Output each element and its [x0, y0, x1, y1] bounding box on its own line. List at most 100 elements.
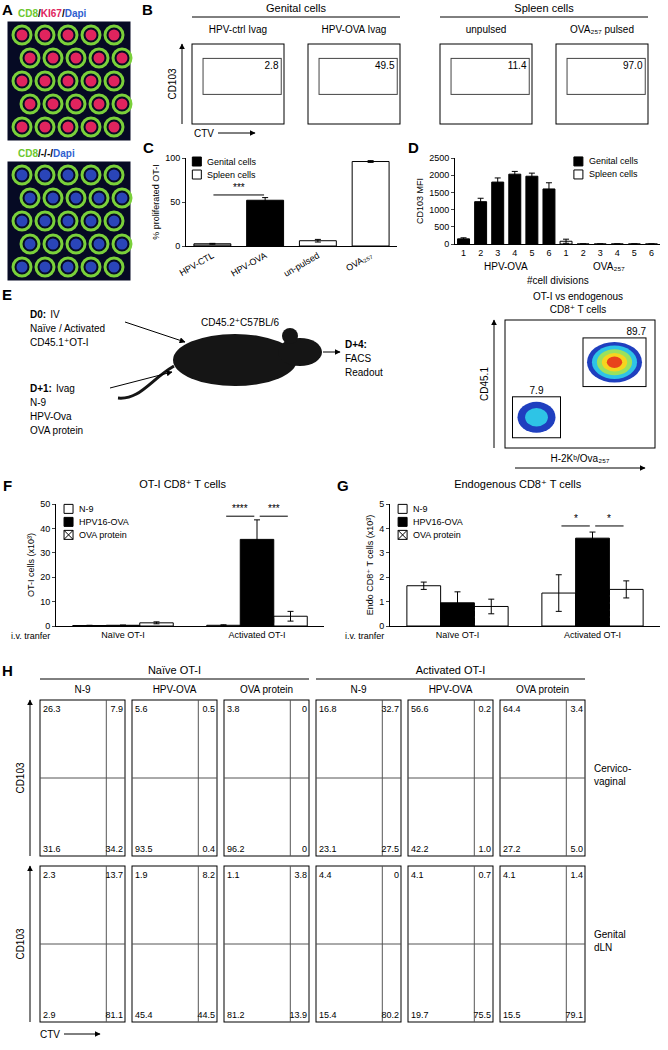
svg-text:HPV-Ova: HPV-Ova [30, 411, 72, 422]
svg-text:1.4: 1.4 [570, 870, 583, 880]
svg-text:0.4: 0.4 [202, 844, 215, 854]
svg-text:100: 100 [165, 153, 180, 163]
svg-text:3: 3 [598, 248, 603, 258]
svg-text:50: 50 [40, 499, 50, 509]
svg-text:A: A [2, 1, 13, 18]
svg-text:CD103: CD103 [15, 928, 26, 960]
svg-text:/: / [38, 8, 41, 19]
svg-text:N-9: N-9 [79, 504, 94, 514]
svg-text:D: D [408, 139, 419, 156]
svg-text:5: 5 [529, 248, 534, 258]
svg-text:2000: 2000 [429, 170, 449, 180]
svg-text:16.8: 16.8 [319, 704, 337, 714]
svg-text:0: 0 [394, 870, 399, 880]
svg-text:Naïve / Activated: Naïve / Activated [30, 323, 105, 334]
svg-text:CD8⁺ T cells: CD8⁺ T cells [550, 304, 607, 315]
svg-text:0: 0 [444, 239, 449, 249]
svg-text:Readout: Readout [345, 367, 383, 378]
svg-text:93.5: 93.5 [135, 844, 153, 854]
svg-text:19.7: 19.7 [411, 1010, 429, 1020]
svg-text:N-9: N-9 [350, 684, 367, 695]
svg-text:10: 10 [40, 597, 50, 607]
svg-text:Ivag: Ivag [56, 383, 75, 394]
svg-text:1: 1 [564, 248, 569, 258]
svg-text:34.2: 34.2 [105, 844, 123, 854]
svg-text:1.0: 1.0 [478, 844, 491, 854]
svg-text:23.1: 23.1 [319, 844, 337, 854]
svg-text:Genital: Genital [594, 929, 626, 940]
svg-text:500: 500 [434, 222, 449, 232]
svg-text:2: 2 [581, 248, 586, 258]
svg-text:OVA₂₅₇ pulsed: OVA₂₅₇ pulsed [570, 24, 634, 35]
svg-text:Activated OT-I: Activated OT-I [564, 630, 621, 640]
svg-text:20: 20 [40, 572, 50, 582]
svg-text:*: * [574, 513, 578, 524]
svg-text:****: **** [232, 503, 248, 514]
svg-text:CD45.1⁺OT-I: CD45.1⁺OT-I [30, 337, 89, 348]
svg-text:/: / [62, 8, 65, 19]
svg-text:% proliferated OT-I: % proliferated OT-I [151, 164, 161, 240]
svg-text:96.2: 96.2 [227, 844, 245, 854]
svg-text:42.2: 42.2 [411, 844, 429, 854]
svg-text:15.5: 15.5 [503, 1010, 521, 1020]
svg-text:CD103 MFI: CD103 MFI [415, 178, 425, 224]
svg-text:CTV: CTV [40, 1029, 60, 1040]
svg-text:i.v. tranfer: i.v. tranfer [11, 631, 50, 641]
svg-text:26.3: 26.3 [43, 704, 61, 714]
svg-text:Naïve OT-I: Naïve OT-I [436, 630, 480, 640]
svg-text:FACS: FACS [345, 353, 371, 364]
svg-text:1.9: 1.9 [135, 870, 148, 880]
svg-text:KI67: KI67 [41, 8, 63, 19]
svg-text:N-9: N-9 [30, 397, 47, 408]
svg-text:30: 30 [40, 548, 50, 558]
svg-text:F: F [3, 477, 12, 494]
svg-text:7.9: 7.9 [110, 704, 123, 714]
svg-text:5.6: 5.6 [135, 704, 148, 714]
svg-text:79.1: 79.1 [565, 1010, 583, 1020]
svg-text:OVA protein: OVA protein [79, 530, 127, 540]
svg-text:0: 0 [379, 621, 384, 631]
svg-text:OVA protein: OVA protein [30, 425, 83, 436]
svg-text:C: C [143, 139, 154, 156]
svg-text:N-9: N-9 [413, 504, 428, 514]
svg-text:i.v. tranfer: i.v. tranfer [345, 631, 384, 641]
svg-text:HPV-CTL: HPV-CTL [178, 250, 216, 278]
svg-text:40: 40 [40, 524, 50, 534]
svg-text:CD45.1: CD45.1 [479, 367, 490, 401]
svg-text:44.5: 44.5 [197, 1010, 215, 1020]
svg-text:1: 1 [379, 597, 384, 607]
svg-text:HPV-OVA: HPV-OVA [484, 261, 528, 272]
svg-text:OVA₂₅₇: OVA₂₅₇ [344, 250, 374, 273]
svg-text:13.9: 13.9 [289, 1010, 307, 1020]
svg-text:0.7: 0.7 [478, 870, 491, 880]
svg-text:CD103: CD103 [167, 68, 178, 100]
svg-text:89.7: 89.7 [627, 326, 647, 337]
svg-text:OT-I cells (x10³): OT-I cells (x10³) [26, 533, 36, 597]
svg-text:1.1: 1.1 [227, 870, 240, 880]
svg-text:G: G [337, 477, 349, 494]
svg-text:HPV-OVA: HPV-OVA [429, 684, 473, 695]
svg-text:1500: 1500 [429, 188, 449, 198]
svg-text:3.4: 3.4 [570, 704, 583, 714]
svg-text:Genital cells: Genital cells [207, 157, 257, 167]
svg-text:OVA protein: OVA protein [413, 530, 461, 540]
svg-text:CD8: CD8 [18, 8, 38, 19]
svg-text:B: B [142, 1, 153, 18]
svg-text:CD45.2⁺C57BL/6: CD45.2⁺C57BL/6 [201, 317, 280, 328]
svg-text:5: 5 [379, 499, 384, 509]
svg-text:Endo CD8⁺ T cells (x10³): Endo CD8⁺ T cells (x10³) [365, 515, 375, 615]
svg-text:32.7: 32.7 [381, 704, 399, 714]
svg-text:D0:: D0: [30, 309, 46, 320]
svg-text:*: * [607, 513, 611, 524]
svg-text:HPV16-OVA: HPV16-OVA [79, 517, 129, 527]
svg-text:0.2: 0.2 [478, 704, 491, 714]
svg-text:4.4: 4.4 [319, 870, 332, 880]
svg-text:4: 4 [512, 248, 517, 258]
svg-text:3: 3 [495, 248, 500, 258]
svg-text:un-pulsed: un-pulsed [282, 250, 321, 278]
svg-text:Spleen cells: Spleen cells [589, 169, 638, 179]
svg-text:H: H [2, 662, 13, 679]
svg-text:0: 0 [175, 241, 180, 251]
svg-text:OVA protein: OVA protein [240, 684, 293, 695]
svg-text:15.4: 15.4 [319, 1010, 337, 1020]
